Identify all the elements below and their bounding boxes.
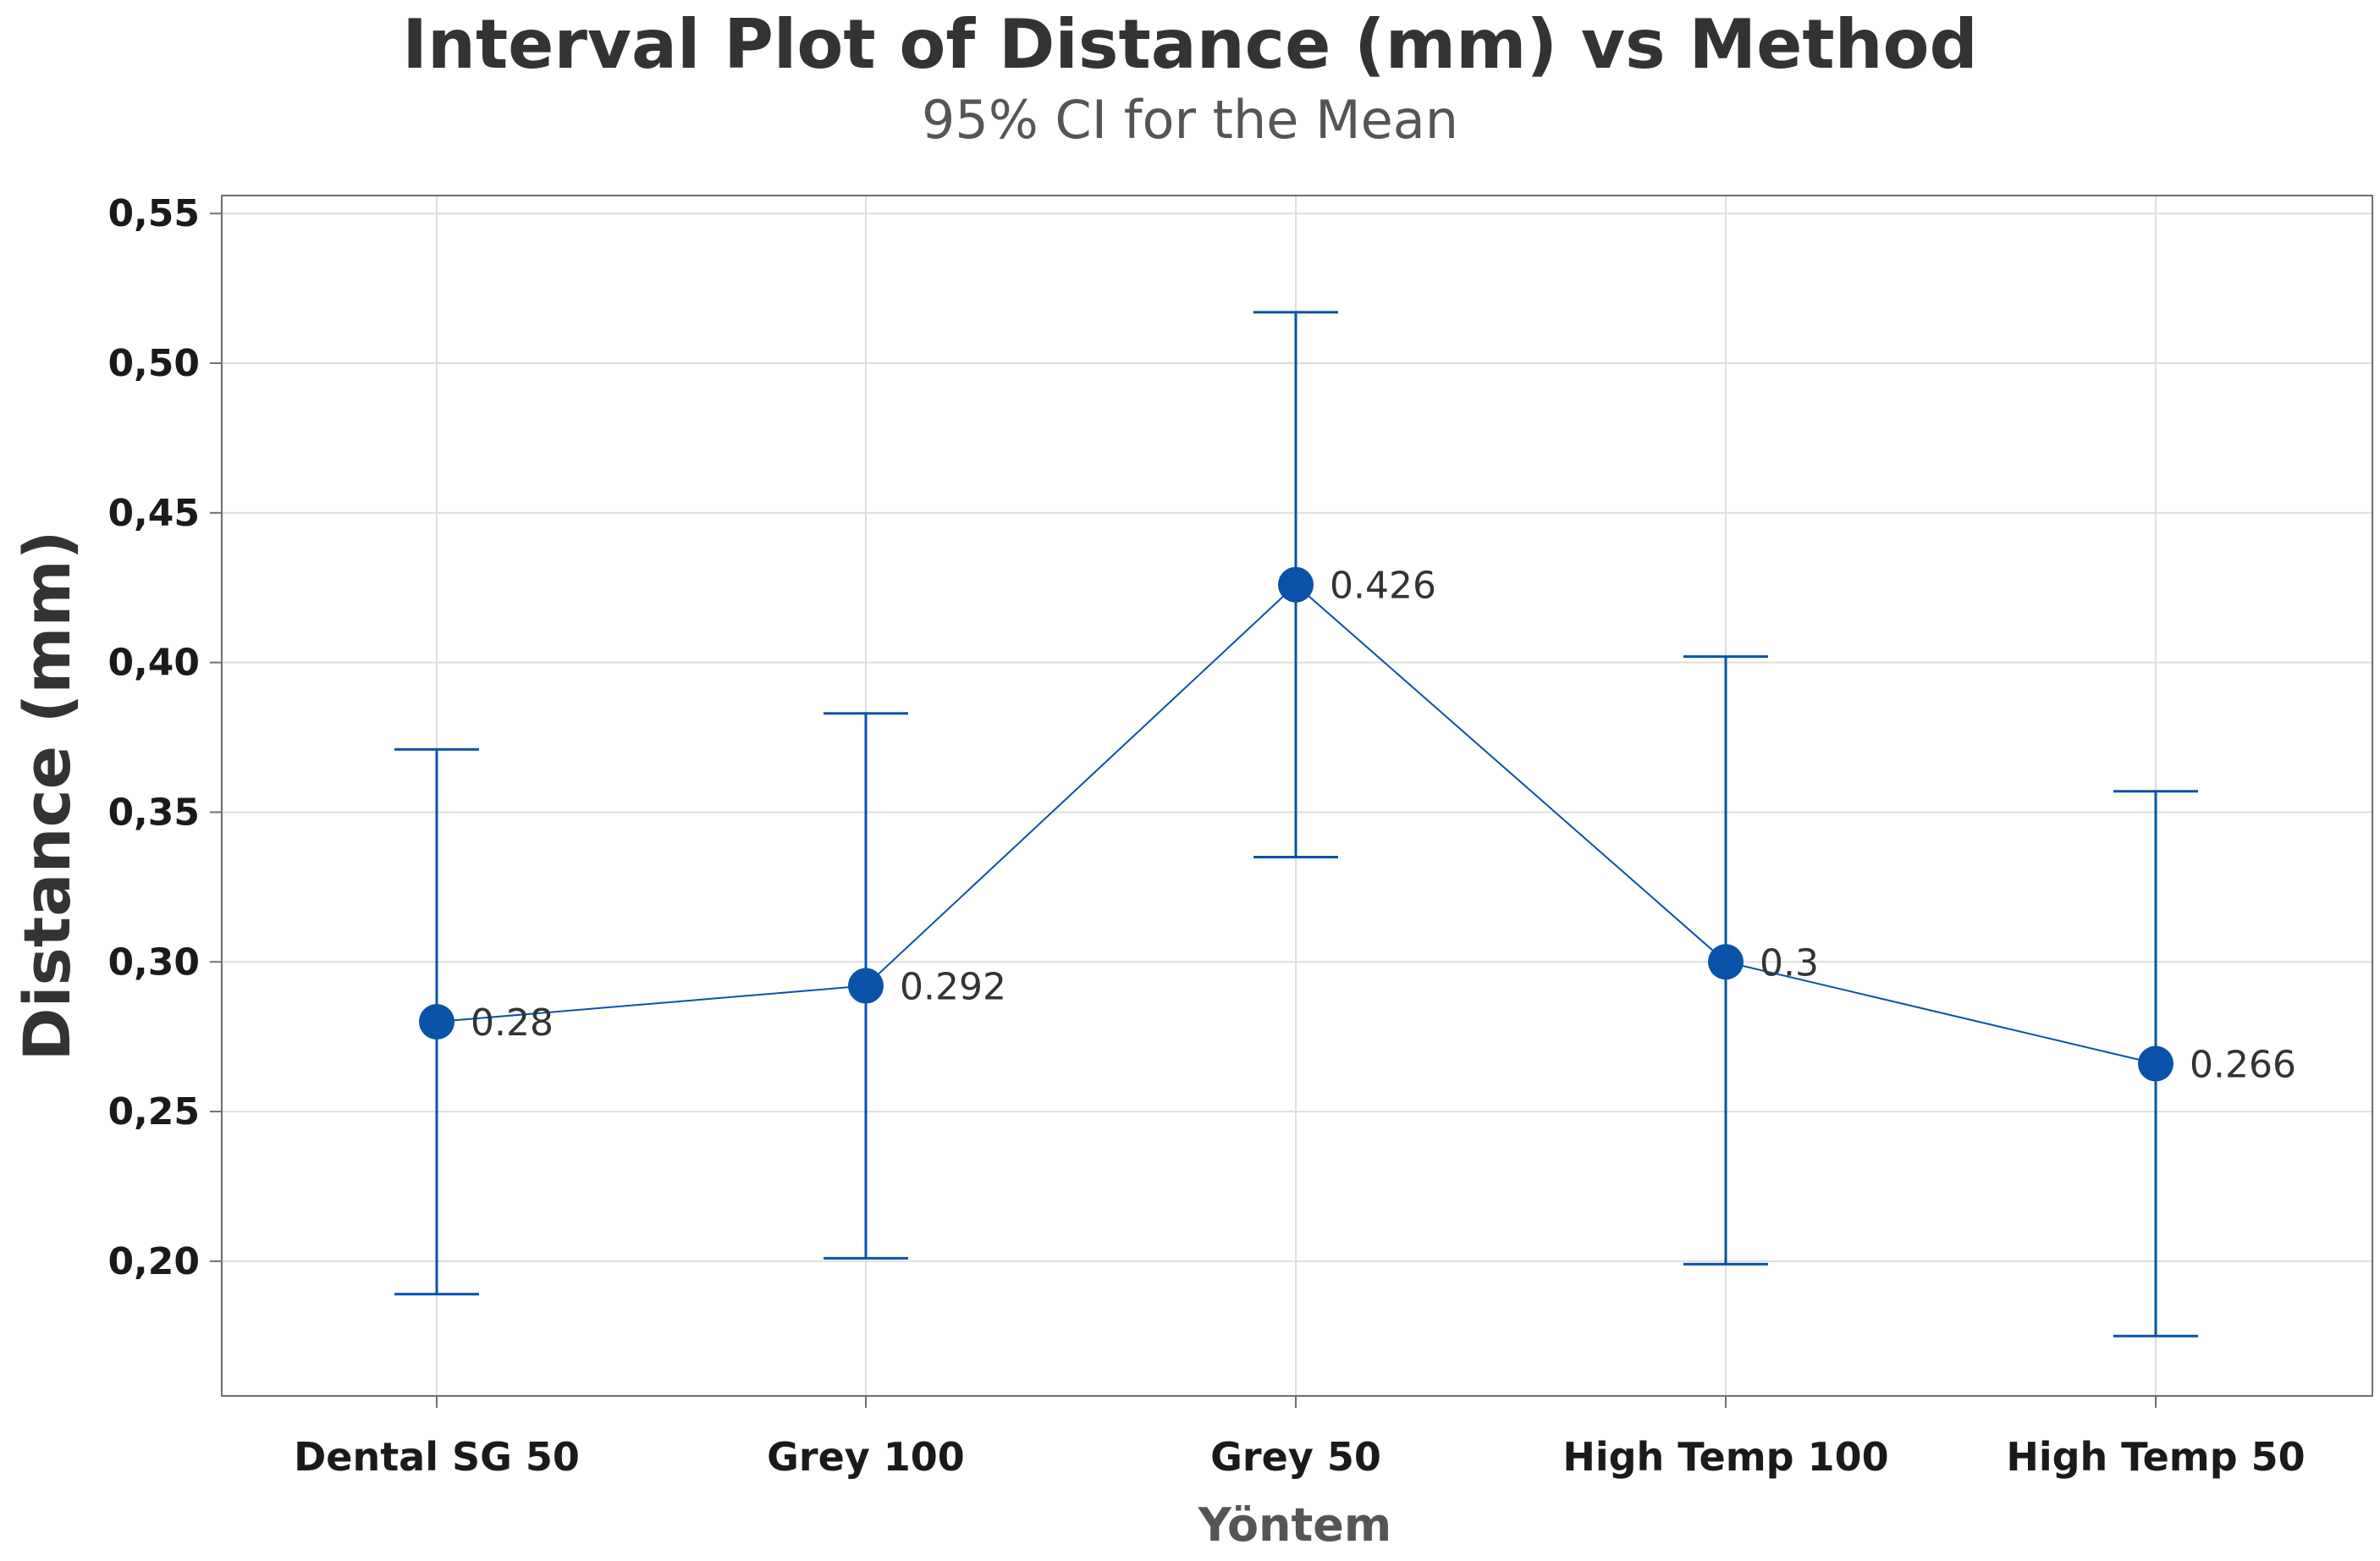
x-tick-label: High Temp 100 <box>1562 1434 1888 1480</box>
mean-data-label: 0.292 <box>900 966 1006 1009</box>
mean-data-label: 0.266 <box>2190 1043 2296 1086</box>
y-tick-label: 0,45 <box>107 492 200 535</box>
mean-point <box>2138 1045 2173 1082</box>
y-tick-label: 0,40 <box>107 642 200 685</box>
axis-layer: 0,20 0,25 0,30 0,35 0,40 0,45 0,50 0,55 Dental S… <box>107 192 2305 1480</box>
y-tick-label: 0,50 <box>107 342 200 385</box>
x-tick-label: Grey 50 <box>1210 1434 1381 1480</box>
y-tick-label: 0,25 <box>107 1090 200 1134</box>
mean-data-label: 0.28 <box>471 1001 554 1045</box>
x-axis-label: Yöntem <box>1198 1498 1391 1552</box>
chart-subtitle: 95% CI for the Mean <box>922 89 1458 151</box>
y-axis-label: Distance (mm) <box>9 531 85 1062</box>
x-tick-label: Grey 100 <box>767 1434 965 1480</box>
x-tick-label: Dental SG 50 <box>294 1434 580 1480</box>
mean-point <box>848 968 884 1004</box>
chart-title: Interval Plot of Distance (mm) vs Method <box>402 5 1978 84</box>
mean-data-label: 0.3 <box>1760 941 1819 985</box>
y-tick-label: 0,35 <box>107 791 200 834</box>
y-tick-label: 0,20 <box>107 1240 200 1283</box>
y-tick-label: 0,55 <box>107 192 200 235</box>
y-tick-label: 0,30 <box>107 940 200 984</box>
plot-frame <box>221 195 2373 1397</box>
mean-data-label: 0.426 <box>1330 565 1436 608</box>
series-layer: 0.28 0.292 0.426 0.3 0.266 <box>394 311 2296 1338</box>
x-tick-label: High Temp 50 <box>2006 1434 2305 1480</box>
mean-point <box>1278 566 1314 603</box>
mean-point <box>419 1003 455 1040</box>
mean-point <box>1708 944 1744 980</box>
